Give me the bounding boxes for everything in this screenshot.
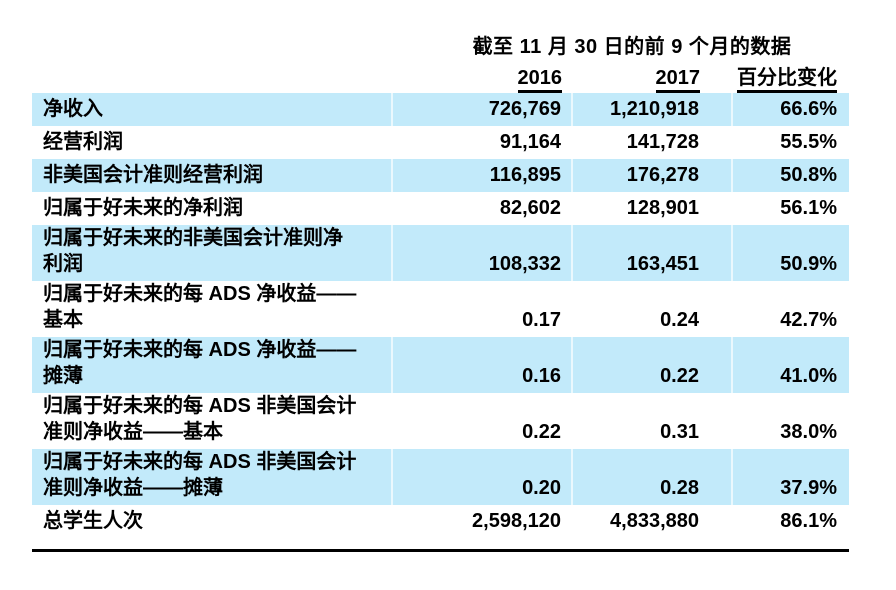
row-label-cell: 归属于好未来的非美国会计准则净 利润	[32, 225, 392, 281]
value-2017-cell: 141,728	[626, 131, 699, 153]
column-header-2016: 2016	[392, 60, 572, 93]
value-2016-cell: 82,602	[499, 197, 561, 219]
value-2016-cell: 0.22	[522, 421, 561, 443]
table-row: 总学生人次 2,598,120 4,833,880 86.1%	[32, 505, 849, 538]
column-header-pct-change-label: 百分比变化	[737, 67, 837, 93]
financial-results-table: 2016 2017 百分比变化 净收入 726,769 1,210,918 66…	[32, 60, 849, 538]
header-empty-cell	[32, 60, 392, 93]
value-2017-cell: 0.28	[571, 449, 732, 505]
value-2017-cell: 4,833,880	[610, 510, 699, 532]
row-label-cell: 归属于好未来的净利润	[43, 197, 243, 219]
row-label-cell: 总学生人次	[43, 510, 143, 532]
pct-change-cell: 41.0%	[731, 337, 849, 393]
table-header: 2016 2017 百分比变化	[32, 60, 849, 93]
row-label-cell: 非美国会计准则经营利润	[32, 159, 392, 192]
value-2017-cell: 176,278	[571, 159, 732, 192]
value-2017-cell: 0.31	[660, 421, 699, 443]
value-2017-cell: 0.24	[660, 309, 699, 331]
value-2016-cell: 0.16	[391, 337, 572, 393]
pct-change-cell: 38.0%	[780, 421, 837, 443]
column-header-2017-label: 2017	[655, 67, 700, 93]
pct-change-cell: 56.1%	[780, 197, 837, 219]
table-row: 归属于好未来的每 ADS 非美国会计 准则净收益——摊薄 0.20 0.28 3…	[32, 449, 849, 505]
value-2016-cell: 91,164	[499, 131, 561, 153]
pct-change-cell: 86.1%	[780, 510, 837, 532]
bottom-rule	[32, 549, 849, 552]
table-row: 归属于好未来的每 ADS 净收益—— 摊薄 0.16 0.22 41.0%	[32, 337, 849, 393]
column-header-2017: 2017	[572, 60, 732, 93]
table-body: 净收入 726,769 1,210,918 66.6% 经营利润 91,164 …	[32, 93, 849, 538]
value-2016-cell: 116,895	[391, 159, 572, 192]
column-header-pct-change: 百分比变化	[732, 60, 849, 93]
pct-change-cell: 50.8%	[731, 159, 849, 192]
row-label-cell: 归属于好未来的每 ADS 净收益—— 基本	[43, 283, 357, 331]
table-row: 归属于好未来的非美国会计准则净 利润 108,332 163,451 50.9%	[32, 225, 849, 281]
table-row: 归属于好未来的净利润 82,602 128,901 56.1%	[32, 192, 849, 225]
row-label-cell: 净收入	[32, 93, 392, 126]
value-2016-cell: 108,332	[391, 225, 572, 281]
row-label-cell: 归属于好未来的每 ADS 净收益—— 摊薄	[32, 337, 392, 393]
value-2016-cell: 726,769	[391, 93, 572, 126]
pct-change-cell: 55.5%	[780, 131, 837, 153]
row-label-cell: 归属于好未来的每 ADS 非美国会计 准则净收益——基本	[43, 395, 357, 443]
value-2017-cell: 128,901	[626, 197, 699, 219]
row-label-cell: 归属于好未来的每 ADS 非美国会计 准则净收益——摊薄	[32, 449, 392, 505]
value-2017-cell: 163,451	[571, 225, 732, 281]
table-row: 经营利润 91,164 141,728 55.5%	[32, 126, 849, 159]
pct-change-cell: 50.9%	[731, 225, 849, 281]
pct-change-cell: 37.9%	[731, 449, 849, 505]
value-2016-cell: 0.17	[522, 309, 561, 331]
pct-change-cell: 66.6%	[731, 93, 849, 126]
value-2017-cell: 1,210,918	[571, 93, 732, 126]
value-2017-cell: 0.22	[571, 337, 732, 393]
value-2016-cell: 0.20	[391, 449, 572, 505]
header-row: 2016 2017 百分比变化	[32, 60, 849, 93]
table-row: 归属于好未来的每 ADS 非美国会计 准则净收益——基本 0.22 0.31 3…	[32, 393, 849, 449]
row-label-cell: 经营利润	[43, 131, 123, 153]
value-2016-cell: 2,598,120	[472, 510, 561, 532]
table-row: 非美国会计准则经营利润 116,895 176,278 50.8%	[32, 159, 849, 192]
column-header-2016-label: 2016	[517, 67, 562, 93]
table-row: 净收入 726,769 1,210,918 66.6%	[32, 93, 849, 126]
table-row: 归属于好未来的每 ADS 净收益—— 基本 0.17 0.24 42.7%	[32, 281, 849, 337]
table-title: 截至 11 月 30 日的前 9 个月的数据	[472, 36, 792, 58]
pct-change-cell: 42.7%	[780, 309, 837, 331]
